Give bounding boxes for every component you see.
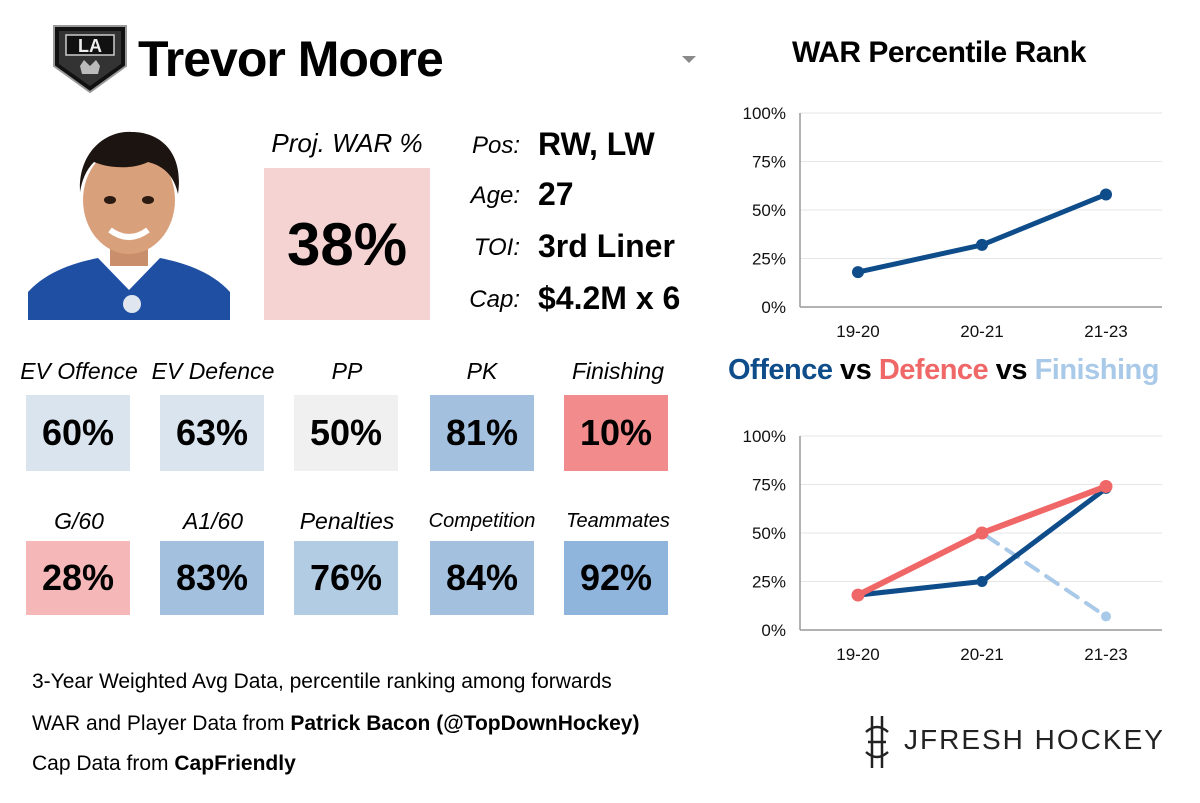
title-finishing: Finishing [1034,354,1160,386]
x-tick-label: 20-21 [960,322,1003,341]
footer-note: 3-Year Weighted Avg Data, percentile ran… [32,670,612,693]
stat-label-a160: A1/60 [182,508,244,534]
title-vs-1: vs [832,354,879,386]
y-tick-label: 100% [743,427,786,446]
brand-logo-icon [865,716,889,768]
team-logo-text: LA [78,36,102,56]
y-tick-label: 100% [743,104,786,123]
data-point-defence [975,526,989,540]
stat-label-competition: Competition [428,510,536,532]
series-line-war [855,191,1109,275]
y-tick-label: 50% [752,201,786,220]
info-label: TOI: [473,234,520,261]
player-headshot [28,122,230,320]
stat-label-finishing: Finishing [571,358,665,384]
war-chart-title: WAR Percentile Rank [792,36,1086,69]
info-row-cap: Cap: $4.2M x 6 [440,278,700,322]
comparison-chart-title: Offence vs Defence vs Finishing [728,354,1159,387]
y-tick-label: 0% [761,298,786,317]
data-point-war [852,266,864,279]
info-value: $4.2M x 6 [538,280,681,316]
data-point-finishing [1101,611,1111,622]
stat-value-penalties: 76% [294,541,398,615]
offence-defence-finishing-chart: 0% 25% 50% 75% 100% 19-20 20-21 21-23 [743,427,1162,664]
data-point-war [976,238,988,251]
data-point-offence [976,576,988,587]
info-label: Pos: [471,132,520,159]
stat-label-penalties: Penalties [299,508,395,534]
y-tick-label: 0% [761,621,786,640]
player-name: Trevor Moore [138,31,444,87]
y-tick-label: 50% [752,524,786,543]
brand-text: JFRESH HOCKEY [904,724,1165,755]
stat-label-pk: PK [466,358,498,384]
chevron-down-icon[interactable] [682,56,696,63]
x-tick-label: 21-23 [1084,322,1127,341]
info-row-age: Age: 27 [440,174,700,218]
x-tick-label: 19-20 [836,322,879,341]
y-tick-label: 25% [752,573,786,592]
title-vs-2: vs [988,354,1035,386]
proj-war-value: 38% [264,168,430,320]
stat-value-a160: 83% [160,541,264,615]
x-tick-label: 21-23 [1084,645,1127,664]
title-offence: Offence [728,354,833,386]
stat-value-competition: 84% [430,541,534,615]
title-defence: Defence [878,354,989,386]
info-label: Cap: [469,286,520,313]
proj-war-label: Proj. WAR % [271,128,423,158]
info-value: 27 [538,176,574,212]
data-point-war [1100,188,1112,201]
footer-cap-prefix: Cap Data from [32,752,175,775]
y-tick-label: 75% [752,476,786,495]
stat-value-g60: 28% [26,541,130,615]
brand: JFRESH HOCKEY [862,712,1182,772]
stat-label-g60: G/60 [54,508,104,534]
info-row-position: Pos: RW, LW [440,124,700,168]
footer-war-source: WAR and Player Data from Patrick Bacon (… [32,712,639,736]
stat-value-ev-offence: 60% [26,395,130,471]
team-logo: LA [53,25,127,94]
data-point-defence [851,588,865,602]
info-row-toi: TOI: 3rd Liner [440,226,700,270]
stat-label-pp: PP [331,358,363,384]
x-tick-label: 20-21 [960,645,1003,664]
footer-cap-author: CapFriendly [174,752,296,775]
stat-value-pp: 50% [294,395,398,471]
stat-value-pk: 81% [430,395,534,471]
info-label: Age: [470,182,520,209]
y-tick-label: 75% [752,153,786,172]
footer-war-prefix: WAR and Player Data from [32,712,291,735]
stat-value-ev-defence: 63% [160,395,264,471]
stat-label-teammates: Teammates [566,510,670,532]
x-tick-label: 19-20 [836,645,879,664]
footer-cap-source: Cap Data from CapFriendly [32,752,296,776]
info-value: RW, LW [538,126,655,162]
stat-value-finishing: 10% [564,395,668,471]
stat-label-ev-offence: EV Offence [20,358,138,384]
war-percentile-chart: 0% 25% 50% 75% 100% 19-20 20-21 21-23 [743,104,1162,341]
info-value: 3rd Liner [538,228,675,264]
stat-value-teammates: 92% [564,541,668,615]
data-point-defence [1099,479,1113,493]
footer-war-author: Patrick Bacon (@TopDownHockey) [290,712,640,735]
y-tick-label: 25% [752,250,786,269]
stat-label-ev-defence: EV Defence [151,358,275,384]
